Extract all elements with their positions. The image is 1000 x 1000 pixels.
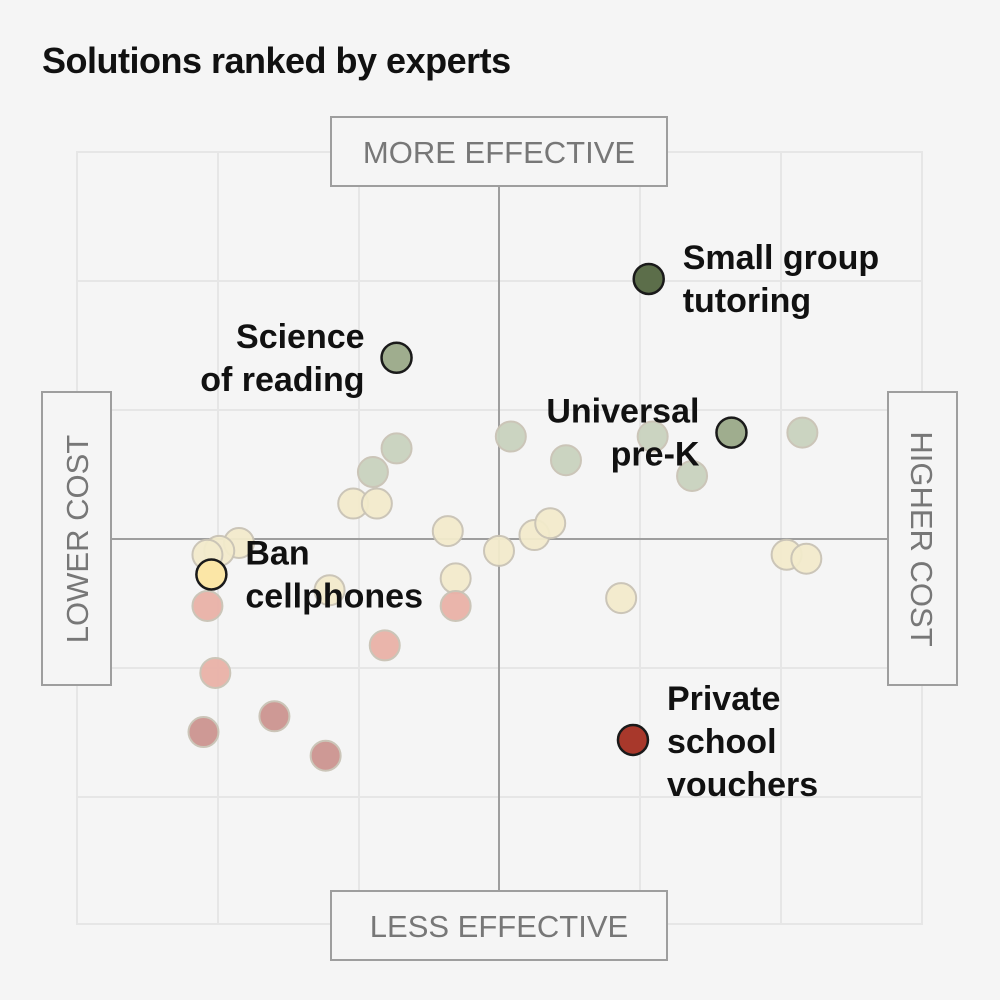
highlighted-points [195, 262, 748, 757]
highlighted-label: vouchers [667, 766, 818, 804]
less-effective-label: LESS EFFECTIVE [370, 909, 628, 944]
data-point [258, 700, 291, 733]
data-point [187, 716, 220, 749]
highlighted-point [632, 262, 665, 296]
higher-cost-label: HIGHER COST [904, 431, 939, 646]
data-point [483, 534, 515, 567]
highlighted-point [195, 558, 228, 591]
more-effective-box [330, 116, 668, 187]
higher-cost-box [887, 391, 958, 686]
data-point [356, 456, 389, 489]
chart-title: Solutions ranked by experts [42, 40, 511, 81]
highlighted-labels: Small group tutoring Science of reading Univ… [200, 239, 879, 804]
highlighted-label: pre-K [611, 436, 700, 474]
data-point [199, 656, 232, 689]
data-point [439, 562, 472, 595]
data-point [309, 739, 342, 772]
data-point [605, 582, 638, 615]
data-point [549, 444, 582, 477]
data-point [534, 507, 567, 540]
data-point [786, 416, 819, 449]
less-effective-box [330, 890, 668, 961]
data-point [360, 487, 393, 520]
data-point [313, 574, 346, 607]
highlighted-label: Science [236, 318, 365, 356]
highlighted-label: Small group [683, 239, 879, 277]
highlighted-label: Private [667, 680, 780, 718]
highlighted-label: Universal [546, 393, 699, 431]
data-point [431, 515, 464, 548]
data-point [191, 589, 224, 622]
highlighted-label: of reading [200, 361, 364, 399]
data-points [187, 416, 823, 772]
more-effective-label: MORE EFFECTIVE [363, 135, 635, 170]
lower-cost-label: LOWER COST [60, 435, 95, 643]
data-point [380, 432, 413, 465]
highlighted-label: school [667, 723, 777, 761]
highlighted-point [616, 723, 650, 757]
highlighted-label: Ban [245, 534, 309, 572]
data-point [368, 629, 401, 662]
data-point [439, 589, 472, 622]
data-point [676, 459, 709, 492]
data-point [790, 542, 823, 575]
highlighted-label: cellphones [245, 577, 423, 615]
lower-cost-box [41, 391, 112, 686]
highlighted-label: tutoring [683, 282, 811, 320]
highlighted-point [715, 416, 748, 449]
highlighted-point [380, 341, 413, 375]
data-point [494, 420, 527, 453]
data-point [636, 420, 669, 453]
